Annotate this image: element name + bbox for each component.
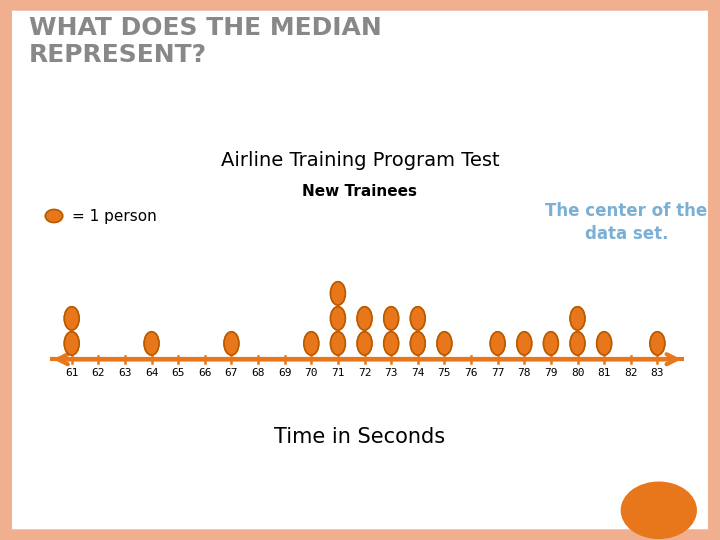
Text: 80: 80 — [571, 368, 584, 379]
Text: = 1 person: = 1 person — [72, 208, 157, 224]
Text: 81: 81 — [598, 368, 611, 379]
Text: 73: 73 — [384, 368, 398, 379]
Circle shape — [410, 332, 426, 355]
Text: 63: 63 — [118, 368, 132, 379]
Circle shape — [517, 332, 532, 355]
Text: 82: 82 — [624, 368, 637, 379]
Text: 78: 78 — [518, 368, 531, 379]
Text: 68: 68 — [251, 368, 265, 379]
Circle shape — [437, 332, 452, 355]
Text: The center of the
data set.: The center of the data set. — [545, 202, 708, 242]
Text: 67: 67 — [225, 368, 238, 379]
Circle shape — [410, 307, 426, 330]
Circle shape — [224, 332, 239, 355]
Circle shape — [570, 332, 585, 355]
Text: 69: 69 — [278, 368, 292, 379]
Circle shape — [650, 332, 665, 355]
Text: New Trainees: New Trainees — [302, 184, 418, 199]
Text: 70: 70 — [305, 368, 318, 379]
Text: WHAT DOES THE MEDIAN
REPRESENT?: WHAT DOES THE MEDIAN REPRESENT? — [29, 16, 382, 67]
Text: 61: 61 — [65, 368, 78, 379]
Circle shape — [330, 332, 346, 355]
Text: 65: 65 — [171, 368, 185, 379]
Circle shape — [384, 332, 399, 355]
Circle shape — [384, 307, 399, 330]
Circle shape — [144, 332, 159, 355]
Circle shape — [64, 307, 79, 330]
Circle shape — [330, 282, 346, 305]
Text: 79: 79 — [544, 368, 558, 379]
Circle shape — [357, 307, 372, 330]
Text: 72: 72 — [358, 368, 372, 379]
Text: Airline Training Program Test: Airline Training Program Test — [221, 151, 499, 170]
Circle shape — [490, 332, 505, 355]
Circle shape — [330, 307, 346, 330]
Text: 76: 76 — [464, 368, 478, 379]
Circle shape — [64, 332, 79, 355]
Text: 83: 83 — [651, 368, 664, 379]
Circle shape — [570, 307, 585, 330]
Text: 62: 62 — [91, 368, 105, 379]
Text: 74: 74 — [411, 368, 425, 379]
Circle shape — [597, 332, 611, 355]
Text: 66: 66 — [198, 368, 212, 379]
Text: 71: 71 — [331, 368, 345, 379]
Text: 75: 75 — [438, 368, 451, 379]
Text: 77: 77 — [491, 368, 505, 379]
Circle shape — [357, 332, 372, 355]
Text: Time in Seconds: Time in Seconds — [274, 427, 446, 447]
Circle shape — [544, 332, 558, 355]
Circle shape — [304, 332, 319, 355]
Text: 64: 64 — [145, 368, 158, 379]
